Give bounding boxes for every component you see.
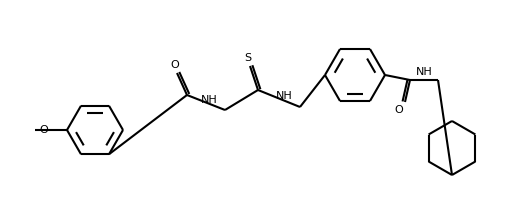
Text: O: O — [170, 60, 179, 70]
Text: S: S — [244, 53, 251, 63]
Text: NH: NH — [275, 92, 292, 101]
Text: NH: NH — [415, 67, 431, 77]
Text: NH: NH — [200, 95, 217, 106]
Text: O: O — [394, 105, 402, 115]
Text: O: O — [39, 125, 48, 135]
